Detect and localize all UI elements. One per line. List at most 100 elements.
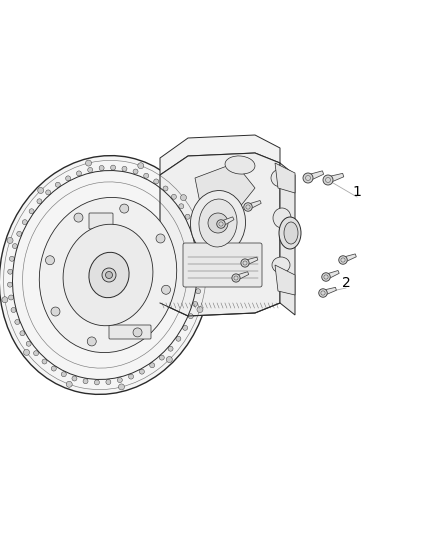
Circle shape: [339, 256, 347, 264]
FancyBboxPatch shape: [89, 303, 113, 319]
Circle shape: [106, 379, 111, 384]
Circle shape: [9, 256, 14, 261]
Circle shape: [166, 357, 172, 362]
Circle shape: [197, 306, 203, 312]
Circle shape: [133, 169, 138, 174]
Circle shape: [51, 307, 60, 316]
Circle shape: [66, 381, 72, 387]
Polygon shape: [280, 163, 295, 315]
Text: 1: 1: [353, 185, 361, 199]
Circle shape: [95, 380, 99, 385]
Polygon shape: [195, 163, 255, 213]
Circle shape: [202, 247, 208, 253]
Ellipse shape: [225, 156, 255, 174]
Polygon shape: [322, 287, 336, 296]
Circle shape: [20, 331, 25, 336]
Ellipse shape: [132, 232, 162, 310]
Circle shape: [322, 273, 330, 281]
Circle shape: [139, 369, 145, 374]
Ellipse shape: [273, 208, 291, 228]
Circle shape: [194, 238, 199, 243]
Circle shape: [196, 289, 201, 294]
Circle shape: [185, 214, 190, 219]
Circle shape: [83, 379, 88, 384]
Polygon shape: [307, 171, 324, 181]
Circle shape: [51, 366, 56, 371]
Circle shape: [34, 351, 39, 356]
Circle shape: [171, 195, 177, 199]
Circle shape: [102, 268, 116, 282]
Circle shape: [323, 175, 333, 185]
Circle shape: [17, 231, 22, 236]
Ellipse shape: [191, 190, 246, 255]
Polygon shape: [244, 257, 258, 265]
Polygon shape: [325, 270, 339, 279]
Circle shape: [106, 271, 113, 279]
Circle shape: [197, 250, 201, 255]
Circle shape: [8, 295, 14, 300]
Circle shape: [188, 314, 193, 319]
Circle shape: [15, 319, 20, 325]
Circle shape: [241, 259, 249, 267]
Circle shape: [168, 346, 173, 351]
Circle shape: [22, 220, 27, 224]
Circle shape: [117, 377, 122, 383]
Ellipse shape: [39, 197, 177, 353]
FancyBboxPatch shape: [89, 213, 113, 229]
Text: 2: 2: [342, 276, 350, 290]
Ellipse shape: [271, 169, 291, 187]
Circle shape: [66, 176, 71, 181]
Circle shape: [61, 372, 66, 377]
Circle shape: [144, 173, 148, 178]
FancyBboxPatch shape: [183, 243, 262, 287]
Polygon shape: [275, 163, 295, 193]
Circle shape: [12, 244, 18, 248]
Polygon shape: [160, 153, 280, 316]
Circle shape: [7, 282, 12, 287]
Ellipse shape: [199, 199, 237, 247]
Circle shape: [208, 213, 228, 233]
Circle shape: [55, 182, 60, 187]
Ellipse shape: [284, 222, 298, 244]
Circle shape: [319, 289, 327, 297]
Circle shape: [244, 203, 252, 211]
Circle shape: [179, 204, 184, 209]
Circle shape: [8, 269, 13, 274]
Polygon shape: [342, 254, 356, 263]
Circle shape: [232, 274, 240, 282]
Circle shape: [193, 302, 198, 306]
Circle shape: [190, 225, 195, 230]
Polygon shape: [220, 217, 234, 227]
Polygon shape: [160, 135, 280, 175]
Circle shape: [162, 285, 170, 294]
Circle shape: [87, 337, 96, 346]
Ellipse shape: [63, 224, 153, 326]
Polygon shape: [275, 265, 295, 295]
Circle shape: [120, 204, 129, 213]
Circle shape: [72, 376, 77, 381]
Circle shape: [88, 167, 93, 173]
Circle shape: [46, 256, 54, 265]
Circle shape: [46, 190, 51, 195]
Circle shape: [11, 308, 16, 312]
Circle shape: [77, 171, 81, 176]
Polygon shape: [247, 200, 261, 209]
Circle shape: [118, 384, 124, 390]
Circle shape: [85, 160, 92, 166]
Circle shape: [29, 209, 34, 214]
Circle shape: [198, 263, 202, 268]
Circle shape: [99, 165, 104, 171]
Circle shape: [128, 374, 134, 379]
Circle shape: [74, 213, 83, 222]
Circle shape: [217, 220, 225, 228]
FancyBboxPatch shape: [109, 325, 151, 339]
Circle shape: [122, 166, 127, 171]
Circle shape: [42, 359, 47, 364]
Ellipse shape: [89, 252, 129, 298]
Circle shape: [156, 234, 165, 243]
Circle shape: [183, 325, 187, 330]
Circle shape: [176, 336, 181, 341]
Circle shape: [163, 186, 168, 191]
Polygon shape: [327, 173, 344, 183]
Circle shape: [7, 238, 13, 244]
